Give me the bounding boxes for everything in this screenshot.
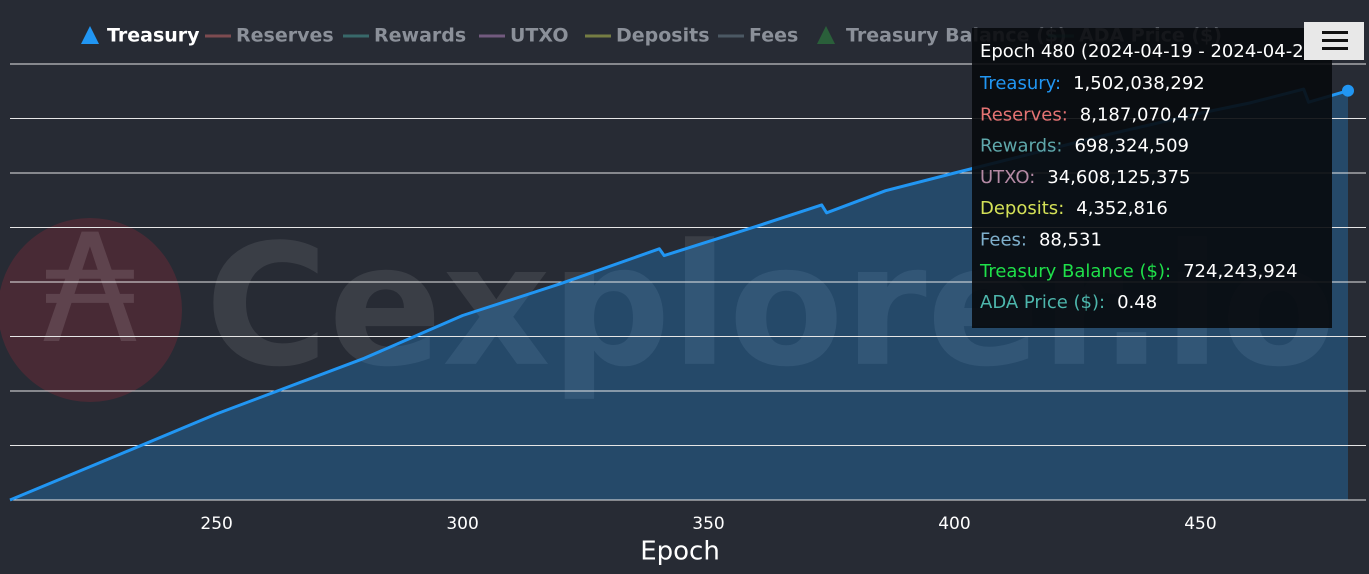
legend-label: Treasury [107, 25, 200, 47]
legend-icon [81, 26, 99, 44]
tooltip-row: Deposits: 4,352,816 [980, 198, 1168, 219]
legend-label: Deposits [616, 25, 710, 47]
legend-label: Reserves [236, 25, 334, 47]
tooltip-value: 34,608,125,375 [1047, 167, 1190, 188]
tooltip-label: Rewards: [980, 136, 1062, 157]
watermark-logo [0, 218, 182, 402]
watermark-symbol: ₳ [42, 203, 137, 377]
tooltip-label: Deposits: [980, 198, 1064, 219]
tooltip-value: 698,324,509 [1074, 136, 1189, 157]
tooltip-label: Reserves: [980, 104, 1068, 125]
tooltip-row: Rewards: 698,324,509 [980, 136, 1189, 157]
hover-marker [1342, 84, 1354, 97]
tooltip-value: 0.48 [1117, 292, 1157, 313]
tooltip-row: Reserves: 8,187,070,477 [980, 104, 1211, 125]
menu-button[interactable] [1304, 22, 1364, 60]
menu-bar [1322, 31, 1348, 34]
x-tick-label: 400 [938, 514, 970, 534]
tooltip-row: ADA Price ($): 0.48 [980, 292, 1157, 313]
legend-label: Rewards [374, 25, 466, 47]
tooltip-box [972, 28, 1332, 328]
tooltip-value: 4,352,816 [1076, 198, 1168, 219]
tooltip-row: Treasury: 1,502,038,292 [979, 73, 1205, 94]
tooltip-value: 8,187,070,477 [1080, 104, 1212, 125]
tooltip-row: Treasury Balance ($): 724,243,924 [979, 261, 1298, 282]
menu-bar [1322, 39, 1348, 42]
tooltip-value: 1,502,038,292 [1073, 73, 1205, 94]
tooltip-label: UTXO: [980, 167, 1035, 188]
tooltip-title: Epoch 480 (2024-04-19 - 2024-04-20) [980, 41, 1322, 62]
tooltip-row: Fees: 88,531 [980, 230, 1102, 251]
tooltip-label: ADA Price ($): [980, 292, 1105, 313]
tooltip-label: Fees: [980, 230, 1027, 251]
tooltip-row: UTXO: 34,608,125,375 [980, 167, 1190, 188]
tooltip-value: 724,243,924 [1183, 261, 1298, 282]
x-tick-label: 300 [446, 514, 478, 534]
x-tick-label: 350 [692, 514, 724, 534]
x-tick-label: 450 [1184, 514, 1216, 534]
legend-icon [817, 26, 835, 44]
legend-label: UTXO [510, 25, 569, 47]
x-tick-label: 250 [200, 514, 232, 534]
menu-bar [1322, 47, 1348, 50]
legend-label: Fees [749, 25, 798, 47]
tooltip-value: 88,531 [1039, 230, 1102, 251]
tooltip-label: Treasury: [979, 73, 1061, 94]
tooltip: Epoch 480 (2024-04-19 - 2024-04-20) Trea… [972, 28, 1332, 328]
tooltip-label: Treasury Balance ($): [979, 261, 1171, 282]
x-axis-title: Epoch [640, 537, 720, 567]
